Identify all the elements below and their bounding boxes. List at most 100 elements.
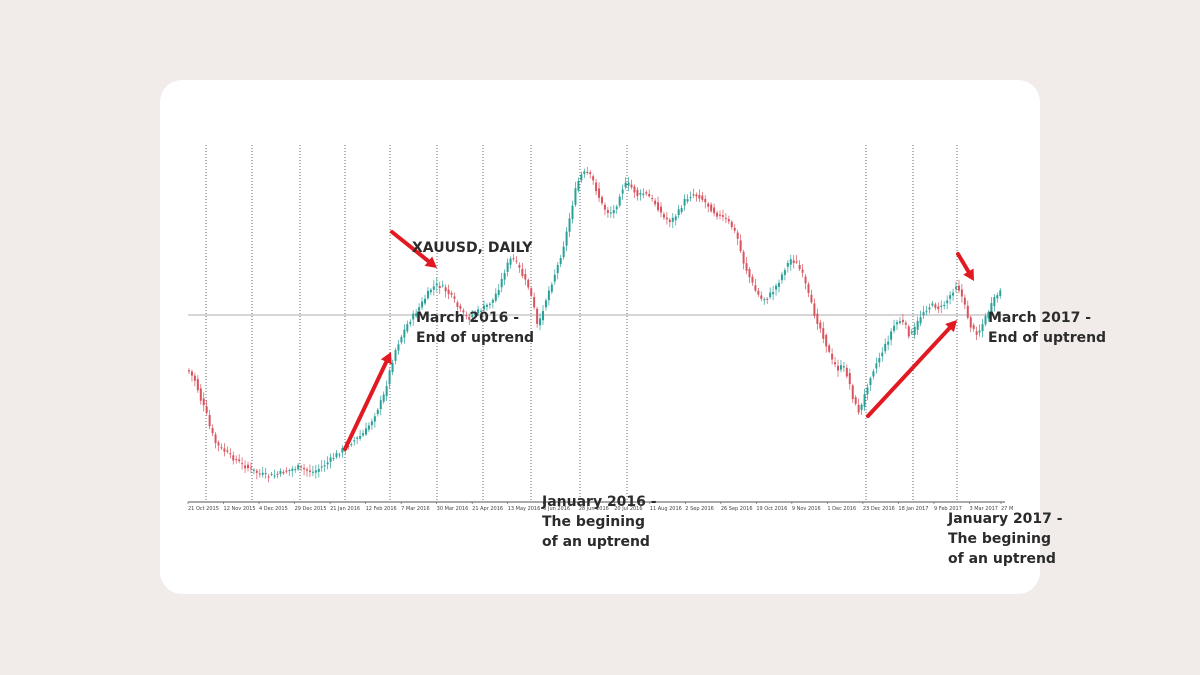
candle-body: [789, 259, 792, 265]
candle-body: [574, 188, 577, 205]
candle-body: [719, 214, 721, 216]
candle-body: [716, 212, 719, 217]
candle-body: [424, 298, 426, 304]
candle-body: [391, 362, 394, 372]
candle-body: [306, 469, 308, 471]
candle-body: [589, 172, 592, 175]
candle-body: [686, 199, 689, 202]
candle-body: [338, 454, 341, 456]
candle-body: [592, 176, 595, 181]
annotation-january-2017: January 2017 - The begining of an uptren…: [948, 509, 1063, 569]
candle-body: [267, 476, 270, 478]
candle-body: [810, 294, 813, 303]
candle-body: [294, 469, 297, 471]
candle-body: [946, 300, 949, 304]
candle-body: [291, 468, 294, 471]
candle-body: [426, 290, 429, 299]
candle-body: [435, 283, 438, 286]
candle-body: [786, 262, 789, 267]
candle-body: [822, 328, 825, 339]
annotation-arrow-head: [424, 256, 437, 268]
x-tick-label: 11 Aug 2016: [650, 506, 682, 512]
candle-body: [400, 336, 403, 343]
candle-body: [418, 307, 421, 311]
candle-body: [639, 192, 642, 195]
candle-body: [952, 292, 955, 296]
candle-body: [692, 194, 695, 196]
candle-body: [733, 227, 736, 231]
candle-body: [960, 289, 963, 297]
candle-body: [730, 221, 733, 228]
candle-body: [848, 373, 851, 385]
candle-body: [831, 353, 834, 360]
annotation-arrow-head: [963, 268, 974, 281]
candle-body: [553, 274, 556, 282]
x-tick-label: 7 Mar 2016: [401, 506, 430, 512]
x-tick-label: 21 Jan 2016: [330, 506, 360, 512]
candle-body: [627, 182, 630, 186]
candle-body: [509, 258, 512, 265]
candle-body: [571, 205, 574, 219]
candle-body: [981, 324, 984, 332]
candle-body: [229, 453, 232, 455]
candle-body: [406, 324, 409, 332]
candle-body: [465, 315, 468, 317]
candle-body: [928, 307, 931, 310]
annotation-arrow-shaft: [956, 252, 971, 274]
x-tick-label: 3 Mar 2017: [969, 506, 998, 512]
candle-body: [651, 198, 654, 200]
candle-body: [772, 292, 775, 295]
candle-body: [300, 466, 303, 468]
candle-body: [695, 194, 698, 197]
candle-body: [444, 287, 447, 292]
x-tick-label: 19 Oct 2016: [756, 506, 787, 512]
candle-body: [474, 313, 477, 316]
candle-body: [202, 398, 205, 406]
candle-body: [415, 313, 418, 317]
candle-body: [429, 289, 432, 293]
candle-body: [996, 295, 999, 299]
candle-body: [955, 287, 957, 289]
candle-body: [488, 303, 491, 305]
candle-body: [601, 197, 603, 204]
candle-body: [969, 317, 972, 328]
candle-body: [258, 473, 261, 475]
candle-body: [745, 263, 748, 271]
candle-body: [618, 196, 621, 206]
candle-body: [780, 274, 783, 281]
candle-body: [409, 321, 412, 324]
x-tick-label: 6 Jun 2016: [543, 506, 570, 512]
candle-body: [303, 467, 306, 470]
candle-body: [775, 285, 778, 290]
x-tick-label: 9 Feb 2017: [934, 506, 962, 512]
candle-body: [754, 285, 757, 291]
x-tick-label: 20 Jul 2016: [614, 506, 642, 512]
candle-body: [834, 362, 837, 365]
candle-body: [769, 292, 772, 298]
x-tick-label: 2 Sep 2016: [685, 506, 714, 512]
annotation-line: of an uptrend: [948, 551, 1056, 567]
candle-body: [226, 450, 229, 452]
candle-body: [521, 268, 524, 277]
x-tick-label: 4 Dec 2015: [259, 506, 288, 512]
candle-body: [497, 290, 500, 295]
candle-body: [506, 262, 509, 272]
candle-body: [341, 447, 344, 453]
candle-body: [385, 386, 388, 397]
candle-body: [662, 214, 665, 218]
candle-body: [680, 208, 683, 212]
candle-body: [518, 265, 521, 268]
candle-body: [869, 378, 872, 386]
candle-body: [255, 470, 258, 473]
annotation-march-2016: March 2016 - End of uptrend: [416, 308, 534, 348]
candle-body: [550, 284, 553, 292]
annotation-line: End of uptrend: [988, 330, 1107, 346]
candle-body: [707, 203, 710, 207]
candle-body: [586, 171, 589, 173]
candle-body: [890, 331, 893, 340]
candle-body: [359, 435, 362, 439]
annotation-january-2016: January 2016 - The begining of an uptren…: [542, 492, 657, 552]
candle-body: [536, 308, 539, 324]
candle-body: [624, 182, 627, 188]
candle-body: [580, 174, 583, 181]
